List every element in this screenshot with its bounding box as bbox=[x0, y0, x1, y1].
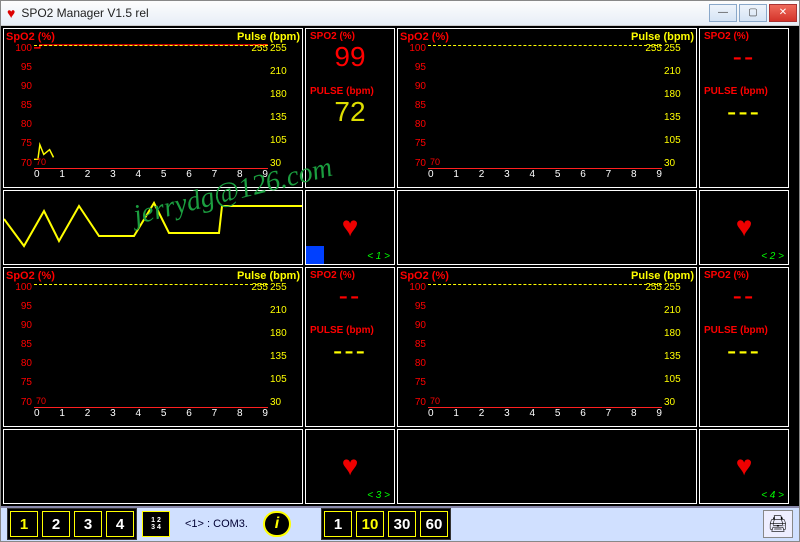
view-button-2[interactable]: 2 bbox=[42, 511, 70, 537]
waveform-1 bbox=[3, 190, 303, 265]
chart-3: SpO2 (%) Pulse (bpm) 255 100959085807570… bbox=[3, 267, 303, 427]
bottom-toolbar: 1234 1 2 3 4 <1> : COM3. i 1103060 🖨 bbox=[1, 506, 799, 541]
view-button-4[interactable]: 4 bbox=[106, 511, 134, 537]
time-button-60[interactable]: 60 bbox=[420, 511, 448, 537]
waveform-2 bbox=[397, 190, 697, 265]
chart-4: SpO2 (%) Pulse (bpm) 255 100959085807570… bbox=[397, 267, 697, 427]
app-window: ♥ SPO2 Manager V1.5 rel — ▢ ✕ jerrydg@12… bbox=[0, 0, 800, 542]
readout-panel-4: SPO2 (%) -- PULSE (bpm) --- bbox=[699, 267, 789, 427]
print-button[interactable]: 🖨 bbox=[763, 510, 793, 538]
time-button-1[interactable]: 1 bbox=[324, 511, 352, 537]
heart-icon: ♥ bbox=[342, 211, 359, 243]
time-button-30[interactable]: 30 bbox=[388, 511, 416, 537]
level-indicator bbox=[306, 246, 324, 264]
baseline-label: 70 bbox=[36, 157, 46, 167]
heart-box-3: ♥ < 3 > bbox=[305, 429, 395, 504]
readout-panel-2: SPO2 (%) -- PULSE (bpm) --- bbox=[699, 28, 789, 188]
channel-label-1: < 1 > bbox=[367, 251, 390, 262]
channel-label-4: < 4 > bbox=[761, 490, 784, 501]
readout-panel-3: SPO2 (%) -- PULSE (bpm) --- bbox=[305, 267, 395, 427]
chart-2: SpO2 (%) Pulse (bpm) 255 100959085807570… bbox=[397, 28, 697, 188]
view-button-1[interactable]: 1 bbox=[10, 511, 38, 537]
waveform-3 bbox=[3, 429, 303, 504]
monitor-grid: jerrydg@126.com SpO2 (%) Pulse (bpm) 255… bbox=[1, 26, 799, 506]
info-button[interactable]: i bbox=[263, 511, 291, 537]
spo2-value-1: 99 bbox=[310, 42, 390, 72]
time-button-group: 1103060 bbox=[321, 508, 451, 540]
spo2-value-2: -- bbox=[704, 42, 784, 72]
minimize-button[interactable]: — bbox=[709, 4, 737, 22]
heart-icon: ♥ bbox=[342, 450, 359, 482]
y-left-ticks: 100959085807570 bbox=[6, 43, 32, 169]
view-button-group: 1234 bbox=[7, 508, 137, 540]
close-button[interactable]: ✕ bbox=[769, 4, 797, 22]
readout-panel-1: SPO2 (%) 99 PULSE (bpm) 72 bbox=[305, 28, 395, 188]
pulse-axis-label: Pulse (bpm) bbox=[237, 31, 300, 43]
pulse-value-1: 72 bbox=[310, 97, 390, 127]
heart-icon: ♥ bbox=[736, 450, 753, 482]
title-bar: ♥ SPO2 Manager V1.5 rel — ▢ ✕ bbox=[1, 1, 799, 26]
window-title: SPO2 Manager V1.5 rel bbox=[21, 6, 709, 20]
time-button-10[interactable]: 10 bbox=[356, 511, 384, 537]
grid-view-button[interactable]: 1 2 3 4 bbox=[142, 511, 170, 537]
maximize-button[interactable]: ▢ bbox=[739, 4, 767, 22]
app-icon: ♥ bbox=[7, 5, 15, 21]
spo2-axis-label: SpO2 (%) bbox=[6, 31, 55, 43]
waveform-4 bbox=[397, 429, 697, 504]
view-button-3[interactable]: 3 bbox=[74, 511, 102, 537]
window-buttons: — ▢ ✕ bbox=[709, 4, 797, 22]
y-right-ticks: 25521018013510530 bbox=[270, 43, 300, 169]
heart-icon: ♥ bbox=[736, 211, 753, 243]
status-text: <1> : COM3. bbox=[185, 518, 248, 530]
heart-box-2: ♥ < 2 > bbox=[699, 190, 789, 265]
heart-box-4: ♥ < 4 > bbox=[699, 429, 789, 504]
pulse-value-2: --- bbox=[704, 97, 784, 127]
x-ticks: 0123456789 bbox=[34, 169, 268, 187]
channel-label-2: < 2 > bbox=[761, 251, 784, 262]
chart-1: SpO2 (%) Pulse (bpm) 255 100959085807570… bbox=[3, 28, 303, 188]
channel-label-3: < 3 > bbox=[367, 490, 390, 501]
plot-area-1: 70 bbox=[34, 43, 268, 169]
heart-box-1: ♥ < 1 > bbox=[305, 190, 395, 265]
